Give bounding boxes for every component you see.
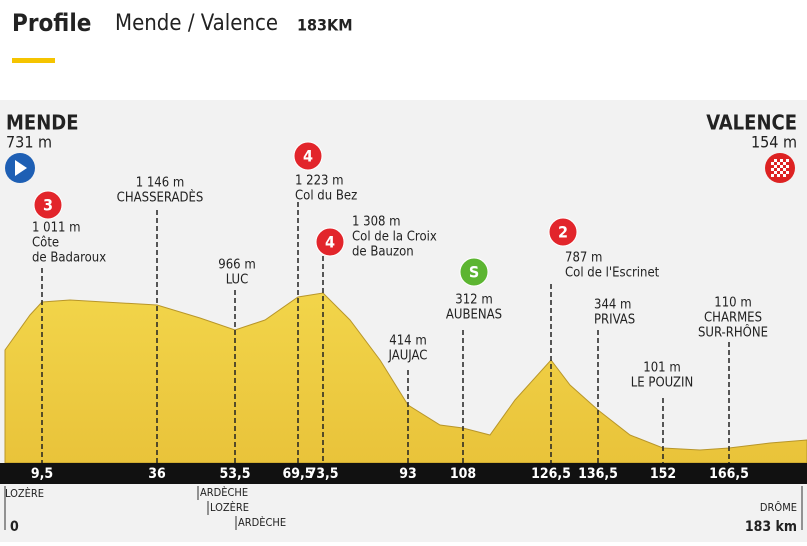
- axis-end: 183 km: [745, 519, 797, 535]
- waypoint-name: JAUJAC: [388, 349, 428, 364]
- altitude: 1 146 m: [136, 176, 185, 191]
- play-icon: [15, 160, 27, 176]
- badge: [315, 227, 345, 257]
- start-altitude: 731 m: [6, 133, 52, 152]
- altitude: 787 m: [565, 251, 602, 266]
- badge-label: 4: [325, 233, 335, 252]
- waypoint-name: de Bauzon: [352, 245, 414, 260]
- km-label: 53,5: [219, 466, 250, 482]
- badge-label: S: [469, 263, 479, 282]
- km-label: 73,5: [307, 466, 338, 482]
- altitude: 101 m: [643, 361, 680, 376]
- waypoint-name: Col de l'Escrinet: [565, 266, 660, 281]
- underline: [12, 58, 55, 63]
- badge: [33, 190, 63, 220]
- km-label: 152: [650, 466, 676, 482]
- altitude: 1 223 m: [295, 174, 344, 189]
- badge-label: 3: [43, 196, 53, 215]
- badge-label: 4: [303, 147, 313, 166]
- region-label: ARDÈCHE: [238, 516, 286, 529]
- km-label: 9,5: [31, 466, 53, 482]
- km-label: 108: [450, 466, 476, 482]
- axis-start: 0: [10, 519, 19, 535]
- waypoint-name: LUC: [226, 273, 249, 288]
- title: Profile: [12, 9, 91, 37]
- checkered-flag: [771, 159, 789, 177]
- km-label: 69,5: [282, 466, 313, 482]
- waypoint-name: Col de la Croix: [352, 230, 437, 245]
- badge: [548, 217, 578, 247]
- altitude: 1 011 m: [32, 221, 81, 236]
- km-label: 93: [399, 466, 417, 482]
- region-label: LOZÈRE: [210, 501, 249, 514]
- waypoint-name: SUR-RHÔNE: [698, 325, 768, 341]
- altitude: 414 m: [389, 334, 426, 349]
- waypoint-name: Côte: [32, 236, 59, 251]
- badge-label: 2: [558, 223, 568, 242]
- waypoint-name: PRIVAS: [594, 313, 635, 328]
- altitude: 312 m: [455, 293, 492, 308]
- route: Mende / Valence: [115, 11, 278, 36]
- altitude: 1 308 m: [352, 215, 401, 230]
- waypoint-name: AUBENAS: [446, 308, 502, 323]
- badge: [459, 257, 489, 287]
- waypoint-name: CHARMES: [704, 311, 762, 326]
- region-label: ARDÈCHE: [200, 486, 248, 499]
- waypoint-name: LE POUZIN: [631, 376, 693, 391]
- km-label: 36: [148, 466, 166, 482]
- km-label: 166,5: [709, 466, 749, 482]
- waypoint-name: de Badaroux: [32, 251, 106, 266]
- waypoint-name: Col du Bez: [295, 189, 357, 204]
- start-name: MENDE: [6, 111, 79, 135]
- altitude: 344 m: [594, 298, 631, 313]
- badge: [293, 141, 323, 171]
- km-label: 136,5: [578, 466, 618, 482]
- elevation-profile: [4, 292, 807, 464]
- region-start: LOZÈRE: [5, 487, 44, 500]
- altitude: 110 m: [714, 296, 751, 311]
- waypoint-name: CHASSERADÈS: [117, 190, 204, 206]
- km-label: 126,5: [531, 466, 571, 482]
- altitude: 966 m: [218, 258, 255, 273]
- region-end: DRÔME: [760, 501, 797, 514]
- finish-name: VALENCE: [706, 111, 797, 135]
- distance: 183KM: [297, 16, 353, 35]
- finish-altitude: 154 m: [751, 133, 797, 152]
- km-bar: [0, 463, 807, 484]
